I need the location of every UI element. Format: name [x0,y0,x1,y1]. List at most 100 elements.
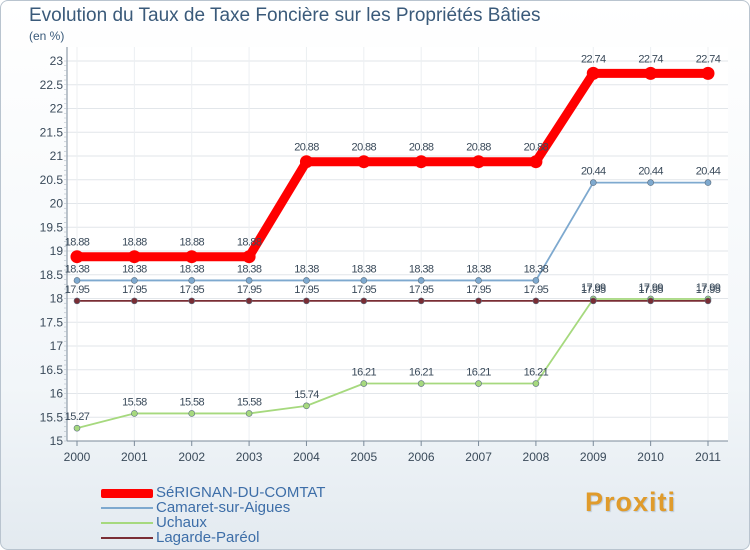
data-label: 17.95 [352,284,377,296]
data-point [185,250,199,264]
data-label: 17.99 [581,282,606,294]
x-tick-label: 2004 [293,450,320,464]
y-tick-label: 18.5 [40,268,64,282]
x-tick-label: 2002 [178,450,205,464]
y-tick-label: 16 [50,387,64,401]
data-point [245,410,253,417]
data-point [303,277,310,284]
data-point [417,277,425,284]
series-layer [70,66,715,432]
data-label: 18.38 [65,263,90,275]
line-chart: 15 15.5 16 16.5 17 17.5 18 18.5 19 19.5 20 20.5 21 21… [40,47,728,464]
data-label: 20.88 [352,142,377,154]
data-point [475,297,482,305]
data-label: 18.38 [524,263,549,275]
data-label: 15.58 [122,396,147,408]
data-point [131,297,138,305]
unit-label: (en %) [29,29,65,43]
data-point [589,297,597,305]
data-label: 16.21 [524,367,549,379]
data-point [417,297,425,305]
y-tick-label: 19 [50,244,64,258]
x-tick-label: 2005 [350,450,377,464]
data-point [532,277,540,284]
data-label: 20.44 [696,166,721,178]
data-label: 17.99 [696,282,721,294]
data-label: 17.99 [638,282,663,294]
data-label: 18.88 [65,237,90,249]
y-tick-label: 20 [50,197,64,211]
y-tick-label: 22 [50,102,64,116]
legend-label: Uchaux [156,514,207,531]
data-label: 18.38 [409,263,434,275]
data-point [357,155,371,169]
y-tick-label: 16.5 [40,363,64,377]
data-point [414,155,428,169]
data-label: 16.21 [352,367,377,379]
y-tick-label: 21 [50,149,64,163]
series-line [76,181,709,282]
legend-label: Lagarde-Paréol [156,529,260,546]
x-tick-label: 2008 [523,450,550,464]
data-point [299,155,313,169]
data-label: 17.95 [122,284,147,296]
data-label: 15.58 [179,396,204,408]
data-point [586,66,600,80]
data-label: 15.58 [237,396,262,408]
data-label: 17.95 [581,284,606,296]
data-point [475,277,482,284]
data-label: 17.95 [65,284,90,296]
grid-layer [67,47,728,442]
data-label: 18.88 [122,237,147,249]
data-point [73,424,81,432]
data-point [360,277,368,284]
data-label: 20.88 [466,142,491,154]
x-tick-label: 2011 [695,450,721,464]
legend-label: SéRIGNAN-DU-COMTAT [156,484,326,501]
data-label: 18.38 [179,263,204,275]
data-point [644,66,658,80]
data-point [73,297,81,305]
data-point [70,250,84,264]
data-label: 16.21 [466,367,491,379]
data-point [472,155,486,169]
axis-layer: 15 15.5 16 16.5 17 17.5 18 18.5 19 19.5 20 20.5 21 21… [40,47,728,464]
series-line [72,68,713,262]
data-label: 17.95 [524,284,549,296]
legend-swatch [101,507,153,509]
data-label: 20.88 [524,142,549,154]
data-label: 18.38 [122,263,147,275]
data-label: 20.44 [638,166,663,178]
proxiti-logo: Proxiti [585,487,677,517]
x-tick-label: 2003 [236,450,263,464]
y-tick-label: 15 [50,434,64,448]
data-point [73,277,81,284]
data-label: 18.38 [237,263,262,275]
chart-title: Evolution du Taux de Taxe Foncière sur l… [29,5,541,26]
data-label-layer: 18.88 18.88 18.88 18.88 20.88 20.88 20.88 20.88… [65,53,722,423]
data-point [188,297,196,305]
y-tick-label: 17 [50,339,64,353]
x-tick-label: 2001 [121,450,148,464]
data-label: 18.88 [237,237,262,249]
x-tick-label: 2006 [408,450,435,464]
data-label: 22.74 [638,53,663,65]
data-label: 17.95 [638,284,663,296]
data-label: 17.95 [466,284,491,296]
data-point [532,380,540,387]
data-label: 15.27 [65,411,90,423]
series-line [76,298,709,430]
plot-area [67,47,728,441]
data-label: 18.38 [466,263,491,275]
data-label: 20.44 [581,166,606,178]
data-label: 18.88 [179,237,204,249]
data-point [131,277,138,284]
x-tick-label: 2010 [637,450,664,464]
data-point [245,297,253,305]
data-point [589,179,597,186]
data-label: 20.88 [294,142,319,154]
y-tick-label: 22.5 [40,78,64,92]
data-label: 17.95 [237,284,262,296]
data-point [131,410,138,417]
data-point [188,410,196,417]
